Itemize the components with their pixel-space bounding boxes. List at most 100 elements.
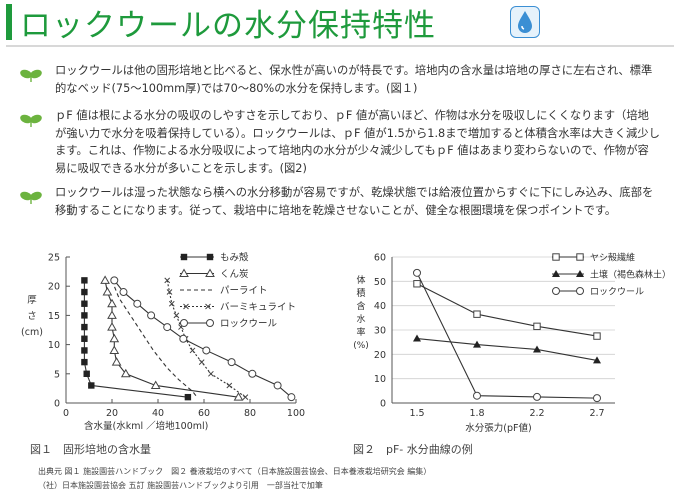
legend-marker [183,303,189,310]
x-axis-label: 含水量(水kml ／培地100ml) [84,420,208,432]
data-point [227,358,236,367]
data-point [593,394,601,403]
y-axis-label: 積 [356,287,365,299]
legend-label: ヤシ殻繊維 [590,252,635,264]
source-line-1: 出典元 図１ 施設園芸ハンドブック 図２ 養液栽培のすべて（日本施設園芸協会、日… [38,467,432,476]
data-point [109,333,120,343]
y-axis-label: (cm) [21,327,43,338]
legend-label: 土壌（褐色森林土） [590,269,671,281]
series-1 [413,280,601,340]
y-tick-label: 25 [48,253,60,264]
legend-item: もみ殻 [180,252,249,264]
data-point [179,334,188,343]
y-tick-label: 50 [374,277,386,288]
y-axis-label: 率 [356,326,365,338]
y-axis-label: 水 [356,313,365,325]
chart-pf-water-curve: 0 10 20 30 40 50 60 1.5 1.8 2.2 2.7 体積含水率 (%) 水分張力(pF… [353,252,671,435]
data-point [173,312,180,319]
x-tick-label: 80 [244,408,256,419]
figure-2-caption: 図２ pF- 水分曲線の例 [353,443,473,456]
y-tick-label: 5 [54,369,60,380]
data-point [413,280,421,288]
series-2 [100,275,244,401]
data-point [533,322,541,331]
data-point [133,299,142,308]
water-drop-icon [510,6,540,38]
y-tick-label: 20 [48,282,60,293]
legend-marker [552,270,560,277]
y-tick-label: 0 [380,399,386,410]
y-tick-label: 40 [374,301,386,312]
y-axis-label: さ [27,311,37,322]
legend-label: パーライト [220,286,268,297]
data-point [533,345,541,353]
legend-label: ロックウール [220,319,278,330]
legend-label: くん炭 [220,269,249,280]
paragraph-1: ロックウールは他の固形培地と比べると、保水性が高いのが特長です。培地内の含水量は… [55,64,653,95]
data-point [81,288,88,296]
legend-item: くん炭 [179,268,249,280]
data-point [287,393,296,402]
legend-marker [576,253,584,261]
legend-label: ロックウール [590,287,644,298]
series-line [83,280,188,398]
legend-marker [552,253,560,261]
y-tick-label: 30 [374,326,386,337]
legend-marker [552,287,560,295]
data-point [473,310,481,318]
data-point [168,300,175,307]
legend-item: ロックウール [180,319,278,330]
legend-marker [180,253,188,261]
legend-item: 土壌（褐色森林土） [552,269,671,281]
series-5 [110,276,296,402]
y-tick-label: 60 [374,253,386,264]
y-tick-label: 20 [374,350,386,361]
data-point [184,393,192,401]
legend-marker [180,319,188,327]
title-divider [6,45,674,47]
source-line-2: （社）日本施設園芸協会 五訂 施設園芸ハンドブックより引用 一部当社で加筆 [38,481,323,490]
data-point [83,370,90,377]
y-tick-label: 15 [48,311,60,322]
data-point [119,288,128,297]
x-tick-label: 2.2 [529,408,544,419]
data-point [593,332,601,340]
legend-marker [179,268,189,277]
data-point [150,380,161,389]
data-point [198,359,205,365]
x-axis-label: 水分張力(pF値) [465,422,531,434]
data-point [147,311,156,320]
chart-substrate-water-content: 0 5 10 15 20 25 0 20 40 60 80 100 厚さ (cm) 含水量(水kml ／培地… [21,252,305,433]
legend-marker [206,319,214,327]
series-3 [413,268,601,403]
legend-item: ロックウール [552,287,644,298]
data-point [110,276,119,285]
y-axis-label: 厚 [27,295,37,306]
y-axis-label: 体 [356,274,365,286]
data-point [120,368,131,378]
data-point [100,275,110,284]
data-point [473,340,481,348]
x-tick-label: 2.7 [589,408,604,419]
y-axis-label: 含 [356,300,365,312]
data-point [81,358,88,366]
y-axis-label: (%) [353,341,369,351]
page-title: ロックウールの水分保持特性 [20,8,436,44]
y-tick-label: 10 [48,340,60,351]
paragraph-2: ｐF 値は根による水分の吸収のしやすさを示しており、ｐF 値が高いほど、作物は水… [55,109,660,175]
legend-marker [205,268,215,277]
x-tick-label: 0 [63,408,69,419]
data-point [273,381,282,390]
series-2 [413,334,601,364]
series-line [416,337,598,361]
data-point [107,310,117,319]
series-line [416,283,598,337]
data-point [413,268,421,277]
legend-item: パーライト [180,286,268,297]
x-tick-label: 40 [152,408,164,419]
legend-marker [205,303,211,310]
sprout-icon [20,112,42,127]
data-point [202,346,211,355]
data-point [189,347,196,354]
legend-item: ヤシ殻繊維 [552,252,635,264]
